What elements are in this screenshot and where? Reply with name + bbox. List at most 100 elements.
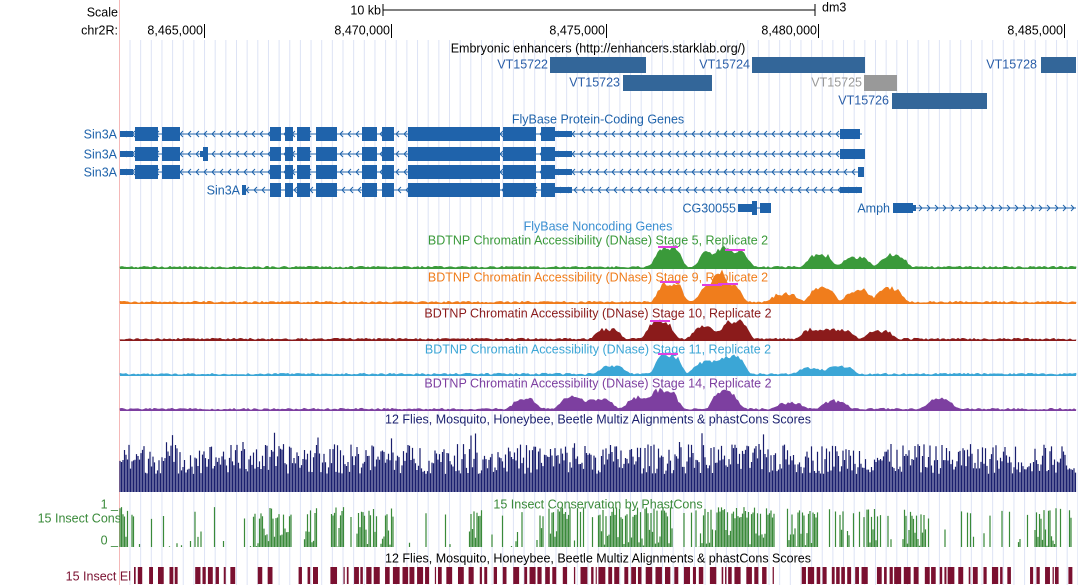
exon bbox=[162, 127, 180, 141]
element-block bbox=[479, 567, 482, 584]
element-block bbox=[855, 567, 859, 584]
element-block bbox=[762, 567, 767, 584]
element-block bbox=[425, 567, 430, 584]
element-block bbox=[816, 567, 821, 584]
phastcons-bars bbox=[119, 507, 1072, 547]
element-block bbox=[457, 567, 464, 584]
element-block bbox=[513, 567, 520, 584]
element-block bbox=[831, 567, 835, 584]
element-block bbox=[876, 567, 882, 584]
element-block bbox=[894, 567, 902, 584]
label: chr2R: bbox=[81, 23, 118, 37]
exon bbox=[270, 147, 281, 161]
element-block bbox=[836, 567, 840, 584]
element-block bbox=[257, 567, 263, 584]
element-block bbox=[502, 567, 507, 584]
element-block bbox=[674, 567, 679, 584]
element-block bbox=[360, 567, 363, 584]
exon bbox=[408, 127, 500, 141]
label: Embryonic enhancers (http://enhancers.st… bbox=[451, 41, 746, 55]
element-block bbox=[207, 567, 213, 584]
exon bbox=[840, 187, 862, 193]
exon bbox=[285, 165, 293, 179]
exon bbox=[162, 147, 180, 161]
element-block bbox=[746, 567, 752, 584]
element-block bbox=[595, 567, 597, 584]
element-block bbox=[434, 567, 437, 584]
exon bbox=[297, 127, 310, 141]
element-block bbox=[772, 567, 774, 584]
gene-label: CG30055 bbox=[682, 201, 736, 215]
element-block bbox=[524, 567, 528, 584]
element-block bbox=[1000, 567, 1003, 584]
exon bbox=[297, 147, 310, 161]
element-block bbox=[1045, 567, 1050, 584]
element-block bbox=[968, 567, 971, 584]
exon bbox=[382, 147, 394, 161]
label: 8,480,000 bbox=[761, 23, 817, 37]
element-block bbox=[529, 567, 536, 584]
element-block bbox=[1052, 567, 1054, 584]
element-block bbox=[655, 567, 662, 584]
element-block bbox=[624, 567, 629, 584]
element-block bbox=[683, 567, 691, 584]
signal-area bbox=[119, 319, 1077, 341]
exon bbox=[893, 203, 913, 213]
exon bbox=[285, 183, 293, 197]
label: 8,470,000 bbox=[334, 23, 390, 37]
track-title: 12 Flies, Mosquito, Honeybee, Beetle Mul… bbox=[385, 412, 811, 426]
element-block bbox=[709, 567, 717, 584]
element-block bbox=[493, 567, 498, 584]
element-block bbox=[202, 567, 206, 584]
element-block bbox=[903, 567, 911, 584]
exon bbox=[913, 205, 916, 211]
element-block bbox=[134, 567, 136, 584]
exon bbox=[503, 165, 536, 179]
exon bbox=[270, 183, 281, 197]
track-label: 15 Insect El bbox=[66, 569, 131, 583]
element-block bbox=[562, 567, 568, 584]
enhancer-label: VT15725 bbox=[811, 75, 862, 89]
exon bbox=[297, 165, 310, 179]
exon bbox=[135, 165, 158, 179]
element-block bbox=[801, 567, 806, 584]
label: 8,475,000 bbox=[549, 23, 605, 37]
enhancer-box bbox=[550, 57, 646, 73]
element-block bbox=[385, 567, 390, 584]
exon bbox=[840, 129, 860, 139]
exon bbox=[120, 169, 133, 175]
element-block bbox=[267, 567, 273, 584]
exon bbox=[270, 127, 281, 141]
exon bbox=[408, 147, 500, 161]
element-block bbox=[645, 567, 653, 584]
track-label: 15 Insect Cons bbox=[38, 511, 121, 525]
element-block bbox=[1030, 567, 1034, 584]
exon bbox=[555, 169, 572, 175]
element-block bbox=[958, 567, 964, 584]
element-block bbox=[573, 567, 576, 584]
element-block bbox=[983, 567, 987, 584]
enhancer-label: VT15726 bbox=[838, 93, 889, 107]
element-block bbox=[947, 567, 955, 584]
exon bbox=[382, 183, 394, 197]
enhancer-label: VT15722 bbox=[497, 57, 548, 71]
element-block bbox=[343, 567, 345, 584]
element-block bbox=[861, 567, 868, 584]
element-block bbox=[223, 567, 226, 584]
exon bbox=[541, 165, 555, 179]
element-block bbox=[631, 567, 637, 584]
element-block bbox=[174, 567, 178, 584]
element-block bbox=[637, 567, 642, 584]
label: 8,465,000 bbox=[147, 23, 203, 37]
exon bbox=[382, 127, 394, 141]
gene-label: Amph bbox=[857, 201, 890, 215]
element-block bbox=[725, 567, 727, 584]
element-block bbox=[692, 567, 696, 584]
exon bbox=[200, 151, 203, 157]
enhancer-label: VT15724 bbox=[699, 57, 750, 71]
element-block bbox=[1068, 567, 1073, 584]
exon bbox=[760, 203, 771, 213]
exon bbox=[362, 147, 377, 161]
element-block bbox=[664, 567, 671, 584]
enhancer-box bbox=[752, 57, 865, 73]
